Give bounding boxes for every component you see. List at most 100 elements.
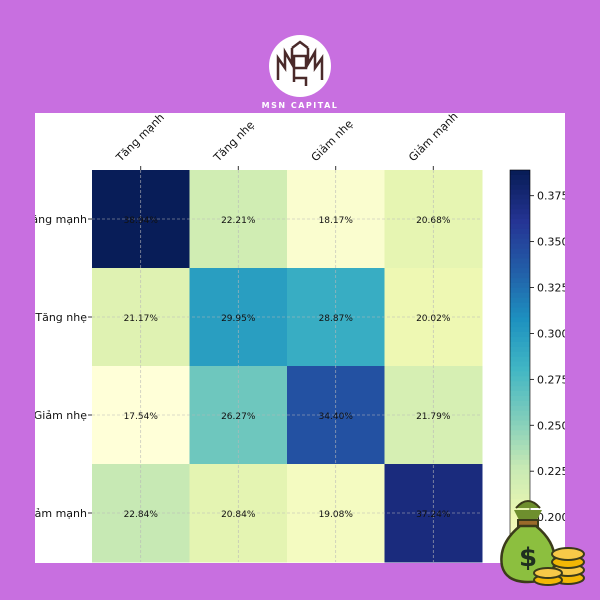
cell-label: 20.68% [416, 216, 451, 226]
colorbar-segment [510, 170, 530, 176]
colorbar-segment [510, 253, 530, 260]
y-tick-label: Giảm nhẹ [35, 409, 87, 422]
cell-label: 20.84% [221, 510, 256, 520]
colorbar-tick-label: 0.200 [537, 511, 565, 524]
colorbar-segment [510, 464, 530, 471]
heatmap-chart: 38.94% 22.21% 18.17% 20.68% 21.17% 29.95% 28.8… [35, 113, 565, 563]
cell-label: 21.17% [124, 314, 159, 324]
colorbar-segment [510, 297, 530, 304]
colorbar-segment [510, 214, 530, 220]
colorbar-segment [510, 430, 530, 436]
x-tick-label: Tăng mạnh [113, 113, 167, 165]
colorbar-segment [510, 361, 530, 368]
colorbar-segment [510, 425, 530, 431]
cell-label: 22.21% [221, 216, 256, 226]
colorbar-segment [510, 450, 530, 456]
colorbar-segment [510, 174, 530, 181]
colorbar-segment [510, 435, 530, 441]
colorbar-segment [510, 346, 530, 353]
colorbar-segment [510, 292, 530, 299]
colorbar-segment [510, 499, 530, 505]
colorbar-segment [510, 405, 530, 412]
colorbar-segment [510, 489, 530, 495]
cell-label: 29.95% [221, 314, 256, 324]
x-tick-label: Tăng nhẹ [210, 118, 257, 165]
colorbar-tick-label: 0.300 [537, 327, 565, 340]
colorbar-segment [510, 459, 530, 466]
cell-label: 34.40% [319, 412, 354, 422]
colorbar-segment [510, 410, 530, 417]
colorbar-frame [509, 169, 531, 563]
x-tick-label: Giảm nhẹ [309, 117, 356, 164]
colorbar-segment [510, 258, 530, 264]
colorbar-segment [510, 268, 530, 274]
cell-label: 19.08% [319, 510, 354, 520]
colorbar-segment [510, 194, 530, 201]
money-bag-coins-icon: $ [500, 500, 585, 586]
colorbar-segment [510, 204, 530, 210]
cell-label: 18.17% [319, 216, 354, 226]
colorbar-segment [510, 209, 530, 215]
colorbar-segment [510, 228, 530, 235]
colorbar-segment [510, 243, 530, 250]
colorbar-segment [510, 179, 530, 186]
colorbar-segment [510, 282, 530, 289]
cell-label: 20.02% [416, 314, 451, 324]
colorbar-segment [510, 322, 530, 328]
colorbar-segment [510, 479, 530, 485]
colorbar-segment [510, 371, 530, 377]
colorbar-tick-label: 0.275 [537, 373, 565, 386]
colorbar-segment [510, 184, 530, 191]
msn-capital-logo [269, 35, 331, 97]
y-tick-label: Tăng nhẹ [35, 311, 87, 324]
colorbar-segment [510, 484, 530, 490]
colorbar-segment [510, 199, 530, 205]
y-tick-label: Tăng mạnh [35, 213, 87, 226]
x-tick-label: Giảm mạnh [406, 113, 460, 164]
colorbar-segment [510, 494, 530, 500]
cell-label: 38.94% [124, 216, 159, 226]
colorbar-segment [510, 332, 530, 338]
colorbar-segment [510, 302, 530, 309]
y-tick-label: Giảm mạnh [35, 507, 87, 520]
colorbar-segment [510, 400, 530, 407]
colorbar-segment [510, 356, 530, 363]
colorbar-segment [510, 391, 530, 397]
cell-label: 28.87% [319, 314, 354, 324]
colorbar-tick-label: 0.250 [537, 419, 565, 432]
colorbar-segment [510, 469, 530, 476]
colorbar-segment [510, 341, 530, 348]
colorbar-segment [510, 263, 530, 269]
colorbar-segment [510, 248, 530, 255]
colorbar-segment [510, 415, 530, 422]
brand-name: MSN CAPITAL [261, 101, 339, 110]
cell-label: 21.79% [416, 412, 451, 422]
colorbar-segment [510, 317, 530, 323]
colorbar-segment [510, 440, 530, 446]
colorbar-segment [510, 420, 530, 427]
cell-label: 17.54% [124, 412, 159, 422]
colorbar-segment [510, 327, 530, 333]
colorbar-tick-label: 0.225 [537, 465, 565, 478]
colorbar-segment [510, 189, 530, 196]
colorbar-segment [510, 474, 530, 481]
colorbar-segment [510, 376, 530, 382]
colorbar-segment [510, 312, 530, 318]
colorbar-tick-label: 0.350 [537, 236, 565, 249]
colorbar-segment [510, 386, 530, 392]
colorbar-segment [510, 395, 530, 402]
colorbar-segment [510, 381, 530, 387]
cell-label: 26.27% [221, 412, 256, 422]
cell-label: 22.84% [124, 510, 159, 520]
colorbar-segment [510, 224, 530, 230]
colorbar-tick-label: 0.325 [537, 282, 565, 295]
colorbar-segment [510, 454, 530, 461]
chart-panel: 38.94% 22.21% 18.17% 20.68% 21.17% 29.95% 28.8… [35, 113, 565, 563]
colorbar-tick-label: 0.375 [537, 190, 565, 203]
colorbar-segment [510, 351, 530, 358]
colorbar-segment [510, 307, 530, 314]
colorbar-segment [510, 366, 530, 373]
colorbar-segment [510, 233, 530, 240]
svg-text:$: $ [519, 543, 537, 573]
colorbar-segment [510, 238, 530, 245]
